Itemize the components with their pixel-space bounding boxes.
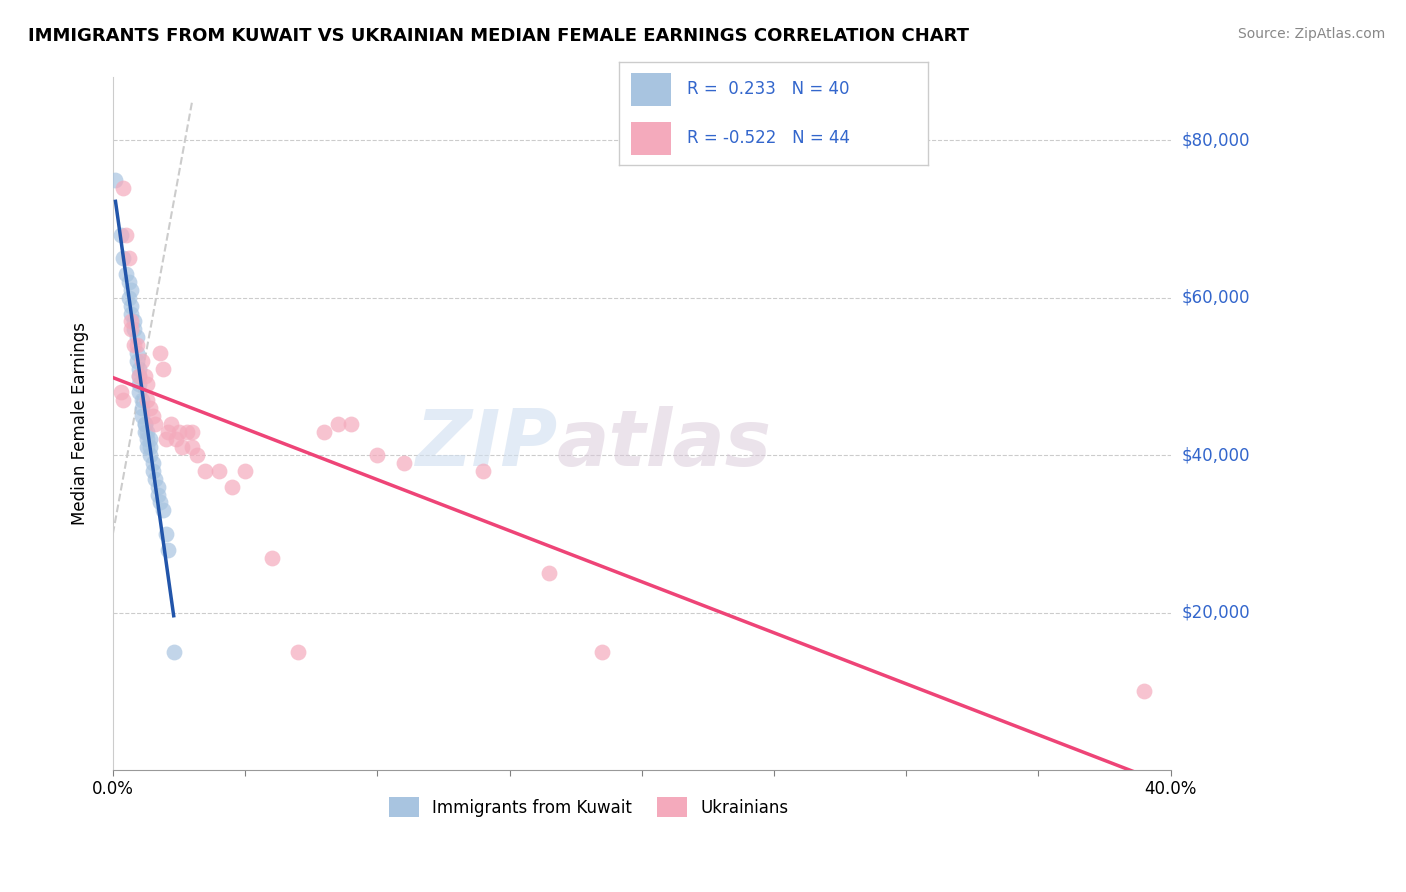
Point — [143, 472, 166, 486]
Point — [128, 369, 150, 384]
Point — [136, 440, 159, 454]
Point — [143, 417, 166, 431]
Text: $80,000: $80,000 — [1182, 131, 1250, 149]
Point — [194, 464, 217, 478]
Point — [131, 401, 153, 415]
Point — [165, 433, 187, 447]
Point — [134, 369, 156, 384]
Point — [128, 361, 150, 376]
Text: $20,000: $20,000 — [1182, 604, 1250, 622]
Point — [112, 252, 135, 266]
Text: R =  0.233   N = 40: R = 0.233 N = 40 — [686, 80, 849, 98]
Point — [104, 173, 127, 187]
Point — [287, 645, 309, 659]
Text: $60,000: $60,000 — [1182, 289, 1250, 307]
Point — [152, 361, 174, 376]
Point — [152, 503, 174, 517]
Y-axis label: Median Female Earnings: Median Female Earnings — [72, 322, 89, 525]
Point — [136, 433, 159, 447]
Bar — [631, 122, 671, 155]
Point — [176, 425, 198, 439]
Point — [125, 338, 148, 352]
Point — [181, 425, 204, 439]
Point — [146, 480, 169, 494]
Point — [122, 314, 145, 328]
Point — [260, 550, 283, 565]
Point — [120, 299, 142, 313]
Text: atlas: atlas — [557, 407, 772, 483]
Point — [115, 267, 138, 281]
Point — [141, 409, 163, 423]
Point — [392, 456, 415, 470]
Point — [139, 440, 162, 454]
Point — [136, 393, 159, 408]
Point — [366, 448, 388, 462]
Point — [118, 275, 141, 289]
Point — [472, 464, 495, 478]
Point — [181, 440, 204, 454]
Point — [118, 291, 141, 305]
Point — [134, 417, 156, 431]
Text: Source: ZipAtlas.com: Source: ZipAtlas.com — [1237, 27, 1385, 41]
Point — [136, 377, 159, 392]
Point — [118, 252, 141, 266]
Legend: Immigrants from Kuwait, Ukrainians: Immigrants from Kuwait, Ukrainians — [382, 790, 796, 824]
Point — [141, 464, 163, 478]
Point — [591, 645, 613, 659]
Point — [131, 353, 153, 368]
Point — [221, 480, 243, 494]
Point — [120, 283, 142, 297]
Point — [122, 338, 145, 352]
Point — [136, 425, 159, 439]
Point — [146, 487, 169, 501]
Point — [1133, 684, 1156, 698]
Point — [157, 425, 180, 439]
Point — [110, 385, 132, 400]
Point — [163, 645, 186, 659]
Point — [155, 527, 177, 541]
Point — [112, 180, 135, 194]
Point — [112, 393, 135, 408]
Point — [314, 425, 336, 439]
Point — [128, 369, 150, 384]
Text: $40,000: $40,000 — [1182, 446, 1250, 464]
Point — [120, 322, 142, 336]
Point — [134, 425, 156, 439]
Point — [233, 464, 256, 478]
Point — [157, 542, 180, 557]
Point — [207, 464, 229, 478]
Point — [149, 346, 172, 360]
Point — [131, 393, 153, 408]
Point — [120, 314, 142, 328]
Point — [186, 448, 208, 462]
Point — [131, 409, 153, 423]
Text: R = -0.522   N = 44: R = -0.522 N = 44 — [686, 129, 849, 147]
Point — [125, 346, 148, 360]
Point — [125, 330, 148, 344]
Point — [139, 433, 162, 447]
Bar — [631, 73, 671, 105]
Point — [139, 401, 162, 415]
Point — [340, 417, 363, 431]
Point — [122, 322, 145, 336]
Point — [141, 456, 163, 470]
Point — [134, 417, 156, 431]
Text: IMMIGRANTS FROM KUWAIT VS UKRAINIAN MEDIAN FEMALE EARNINGS CORRELATION CHART: IMMIGRANTS FROM KUWAIT VS UKRAINIAN MEDI… — [28, 27, 969, 45]
Point — [160, 417, 183, 431]
Point — [538, 566, 561, 581]
Point — [167, 425, 190, 439]
Point — [326, 417, 349, 431]
Point — [170, 440, 193, 454]
Point — [149, 495, 172, 509]
Point — [115, 227, 138, 242]
Point — [110, 227, 132, 242]
Point — [128, 377, 150, 392]
Point — [128, 385, 150, 400]
Text: ZIP: ZIP — [415, 407, 557, 483]
Point — [120, 307, 142, 321]
Point — [125, 353, 148, 368]
Point — [155, 433, 177, 447]
Point — [139, 448, 162, 462]
